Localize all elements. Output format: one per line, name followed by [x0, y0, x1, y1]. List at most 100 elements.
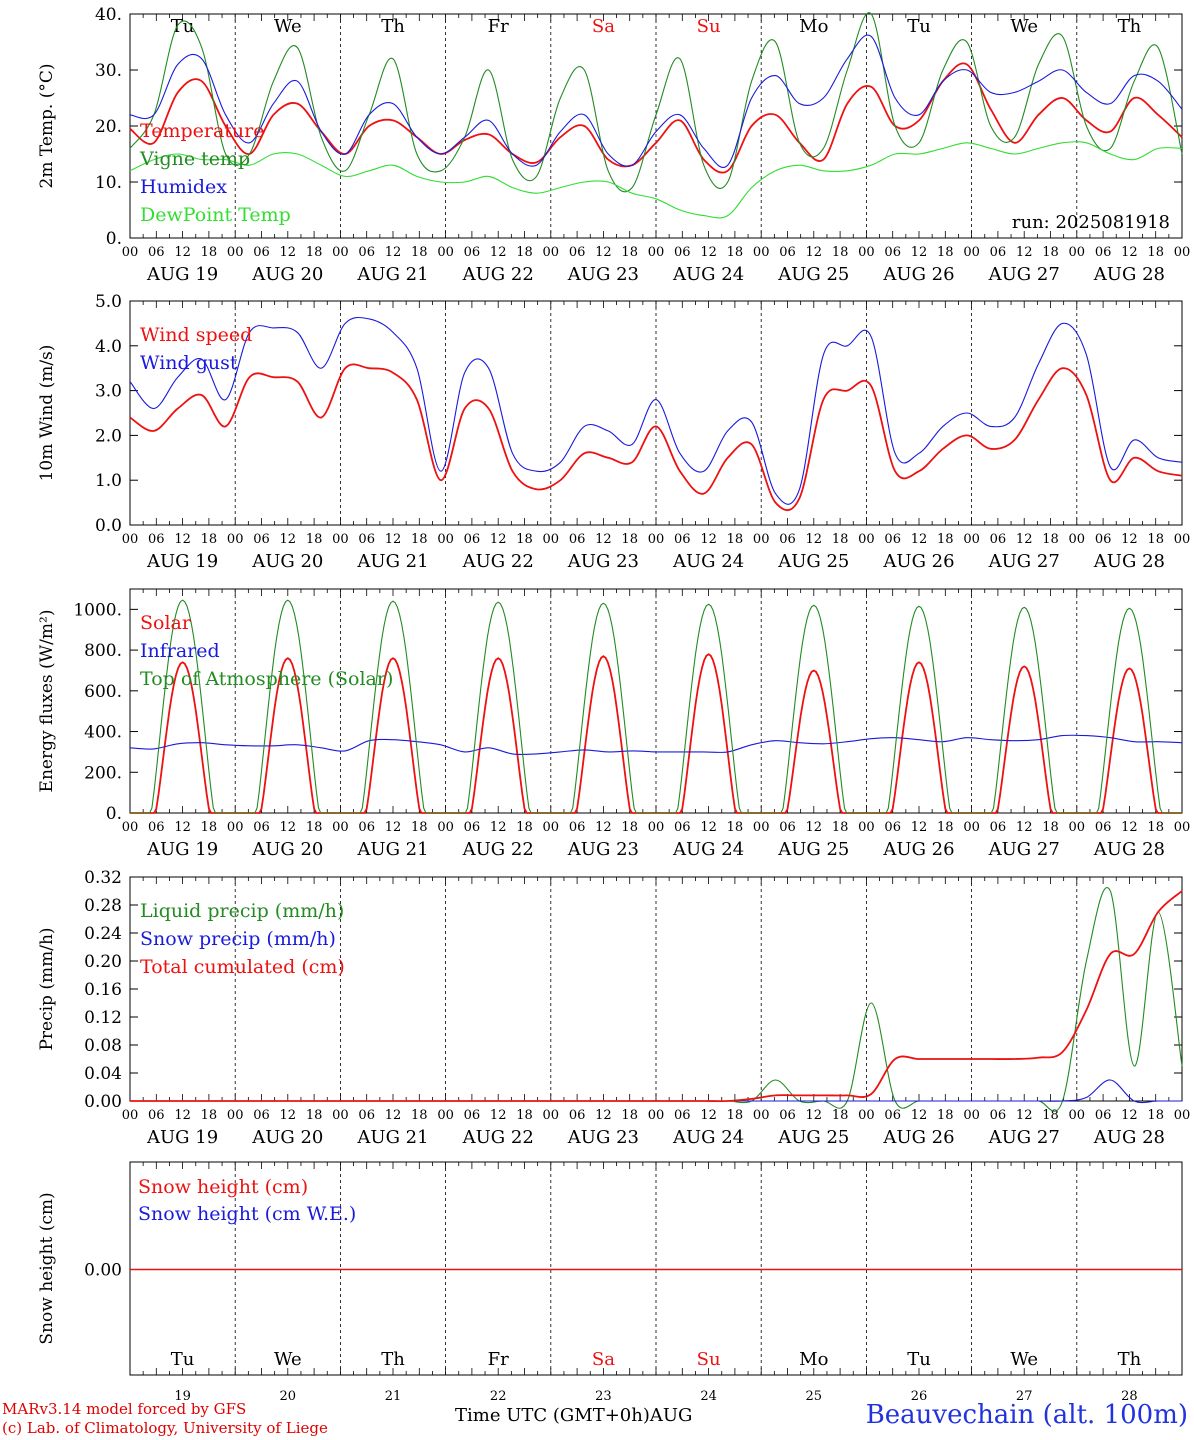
hour-label: 12	[280, 1108, 297, 1123]
date-label: AUG 24	[672, 839, 744, 860]
hour-label: 18	[621, 820, 638, 835]
date-label: AUG 27	[988, 1127, 1060, 1148]
hour-label: 12	[911, 532, 928, 547]
hour-label: 18	[201, 1108, 218, 1123]
y-tick-label: 800.	[84, 641, 122, 661]
date-label: AUG 28	[1093, 1127, 1165, 1148]
date-label: AUG 28	[1093, 839, 1165, 860]
day-name-label: Mo	[799, 16, 828, 37]
hour-label: 18	[411, 245, 428, 260]
day-number-label: 28	[1121, 1389, 1138, 1404]
hour-label: 12	[490, 1108, 507, 1123]
time-axis-label: Time UTC (GMT+0h)AUG	[455, 1405, 692, 1426]
hour-label: 12	[700, 245, 717, 260]
y-tick-label: 0.0	[95, 516, 122, 536]
hour-label: 00	[1069, 1108, 1086, 1123]
hour-label: 00	[1069, 245, 1086, 260]
hour-label: 00	[963, 820, 980, 835]
series-line-humidex	[129, 34, 1183, 168]
legend-entry: Humidex	[140, 176, 227, 198]
date-label: AUG 20	[251, 1127, 323, 1148]
y-tick-label: 600.	[84, 682, 122, 702]
day-number-label: 21	[385, 1389, 402, 1404]
legend-entry: Snow height (cm W.E.)	[138, 1203, 356, 1225]
date-label: AUG 21	[356, 839, 428, 860]
hour-label: 06	[464, 532, 481, 547]
date-label: AUG 28	[1093, 551, 1165, 572]
date-label: AUG 21	[356, 1127, 428, 1148]
hour-label: 12	[1016, 820, 1033, 835]
date-label: AUG 21	[356, 264, 428, 285]
hour-label: 18	[1147, 820, 1164, 835]
hour-label: 12	[490, 532, 507, 547]
hour-label: 18	[1147, 532, 1164, 547]
hour-label: 12	[280, 532, 297, 547]
hour-label: 00	[437, 820, 454, 835]
series-line-wind-speed	[129, 363, 1183, 512]
legend-entry: Total cumulated (cm)	[140, 956, 345, 978]
hour-label: 06	[358, 1108, 375, 1123]
y-tick-label: 0.16	[84, 980, 122, 1000]
y-tick-label: 0.24	[84, 924, 122, 944]
y-axis-label: Energy fluxes (W/m²)	[37, 610, 57, 793]
hour-label: 12	[595, 532, 612, 547]
hour-label: 06	[990, 1108, 1007, 1123]
hour-label: 00	[543, 1108, 560, 1123]
hour-label: 18	[411, 532, 428, 547]
hour-label: 18	[516, 245, 533, 260]
hour-label: 12	[385, 532, 402, 547]
hour-label: 06	[148, 820, 165, 835]
hour-label: 12	[385, 820, 402, 835]
hour-label: 06	[674, 532, 691, 547]
y-axis-label: Snow height (cm)	[37, 1192, 57, 1344]
hour-label: 18	[411, 820, 428, 835]
hour-label: 06	[464, 245, 481, 260]
hour-label: 00	[1174, 245, 1191, 260]
y-tick-label: 20.	[95, 117, 122, 137]
hour-label: 06	[569, 245, 586, 260]
hour-label: 18	[306, 245, 323, 260]
hour-label: 06	[569, 820, 586, 835]
time-utc-label: Time UTC (GMT+0h)	[455, 1405, 650, 1426]
date-label: AUG 19	[146, 839, 218, 860]
hour-label: 12	[385, 245, 402, 260]
y-tick-label: 400.	[84, 723, 122, 743]
hour-label: 06	[358, 820, 375, 835]
hour-label: 18	[201, 245, 218, 260]
hour-label: 00	[437, 532, 454, 547]
hour-label: 06	[884, 532, 901, 547]
hour-label: 00	[648, 820, 665, 835]
hour-label: 00	[753, 820, 770, 835]
day-name-label: Tu	[907, 1349, 931, 1370]
hour-label: 12	[1016, 1108, 1033, 1123]
date-label: AUG 20	[251, 551, 323, 572]
day-number-label: 20	[280, 1389, 297, 1404]
hour-label: 06	[148, 532, 165, 547]
hour-label: 00	[332, 245, 349, 260]
day-name-label: Fr	[488, 1349, 509, 1370]
day-number-label: 26	[911, 1389, 928, 1404]
hour-label: 00	[858, 1108, 875, 1123]
y-tick-label: 200.	[84, 763, 122, 783]
hour-label: 12	[1121, 1108, 1138, 1123]
hour-label: 12	[911, 245, 928, 260]
panel-1: 0. 10. 20. 30. 40. 2m Temp. (°C) 00 06 12 18 00 06 1…	[37, 5, 1190, 285]
hour-label: 00	[753, 245, 770, 260]
panel-frame	[129, 300, 1183, 526]
hour-label: 12	[806, 532, 823, 547]
panel-4: 0.00 0.04 0.08 0.12 0.16 0.20 0.24 0.28 0.32 Prec…	[37, 868, 1190, 1148]
y-tick-label: 0.28	[84, 896, 122, 916]
hour-label: 00	[1174, 532, 1191, 547]
date-label: AUG 22	[462, 1127, 534, 1148]
series-line-total-cumulated-cm-	[130, 890, 1183, 1103]
date-label: AUG 20	[251, 839, 323, 860]
hour-label: 18	[832, 532, 849, 547]
series-line-dewpoint-temp	[129, 141, 1183, 219]
date-label: AUG 25	[777, 264, 849, 285]
hour-label: 00	[1069, 820, 1086, 835]
hour-label: 06	[1095, 820, 1112, 835]
day-name-label: Su	[697, 16, 721, 37]
y-tick-label: 5.0	[95, 292, 122, 312]
hour-label: 00	[858, 532, 875, 547]
hour-label: 18	[727, 1108, 744, 1123]
